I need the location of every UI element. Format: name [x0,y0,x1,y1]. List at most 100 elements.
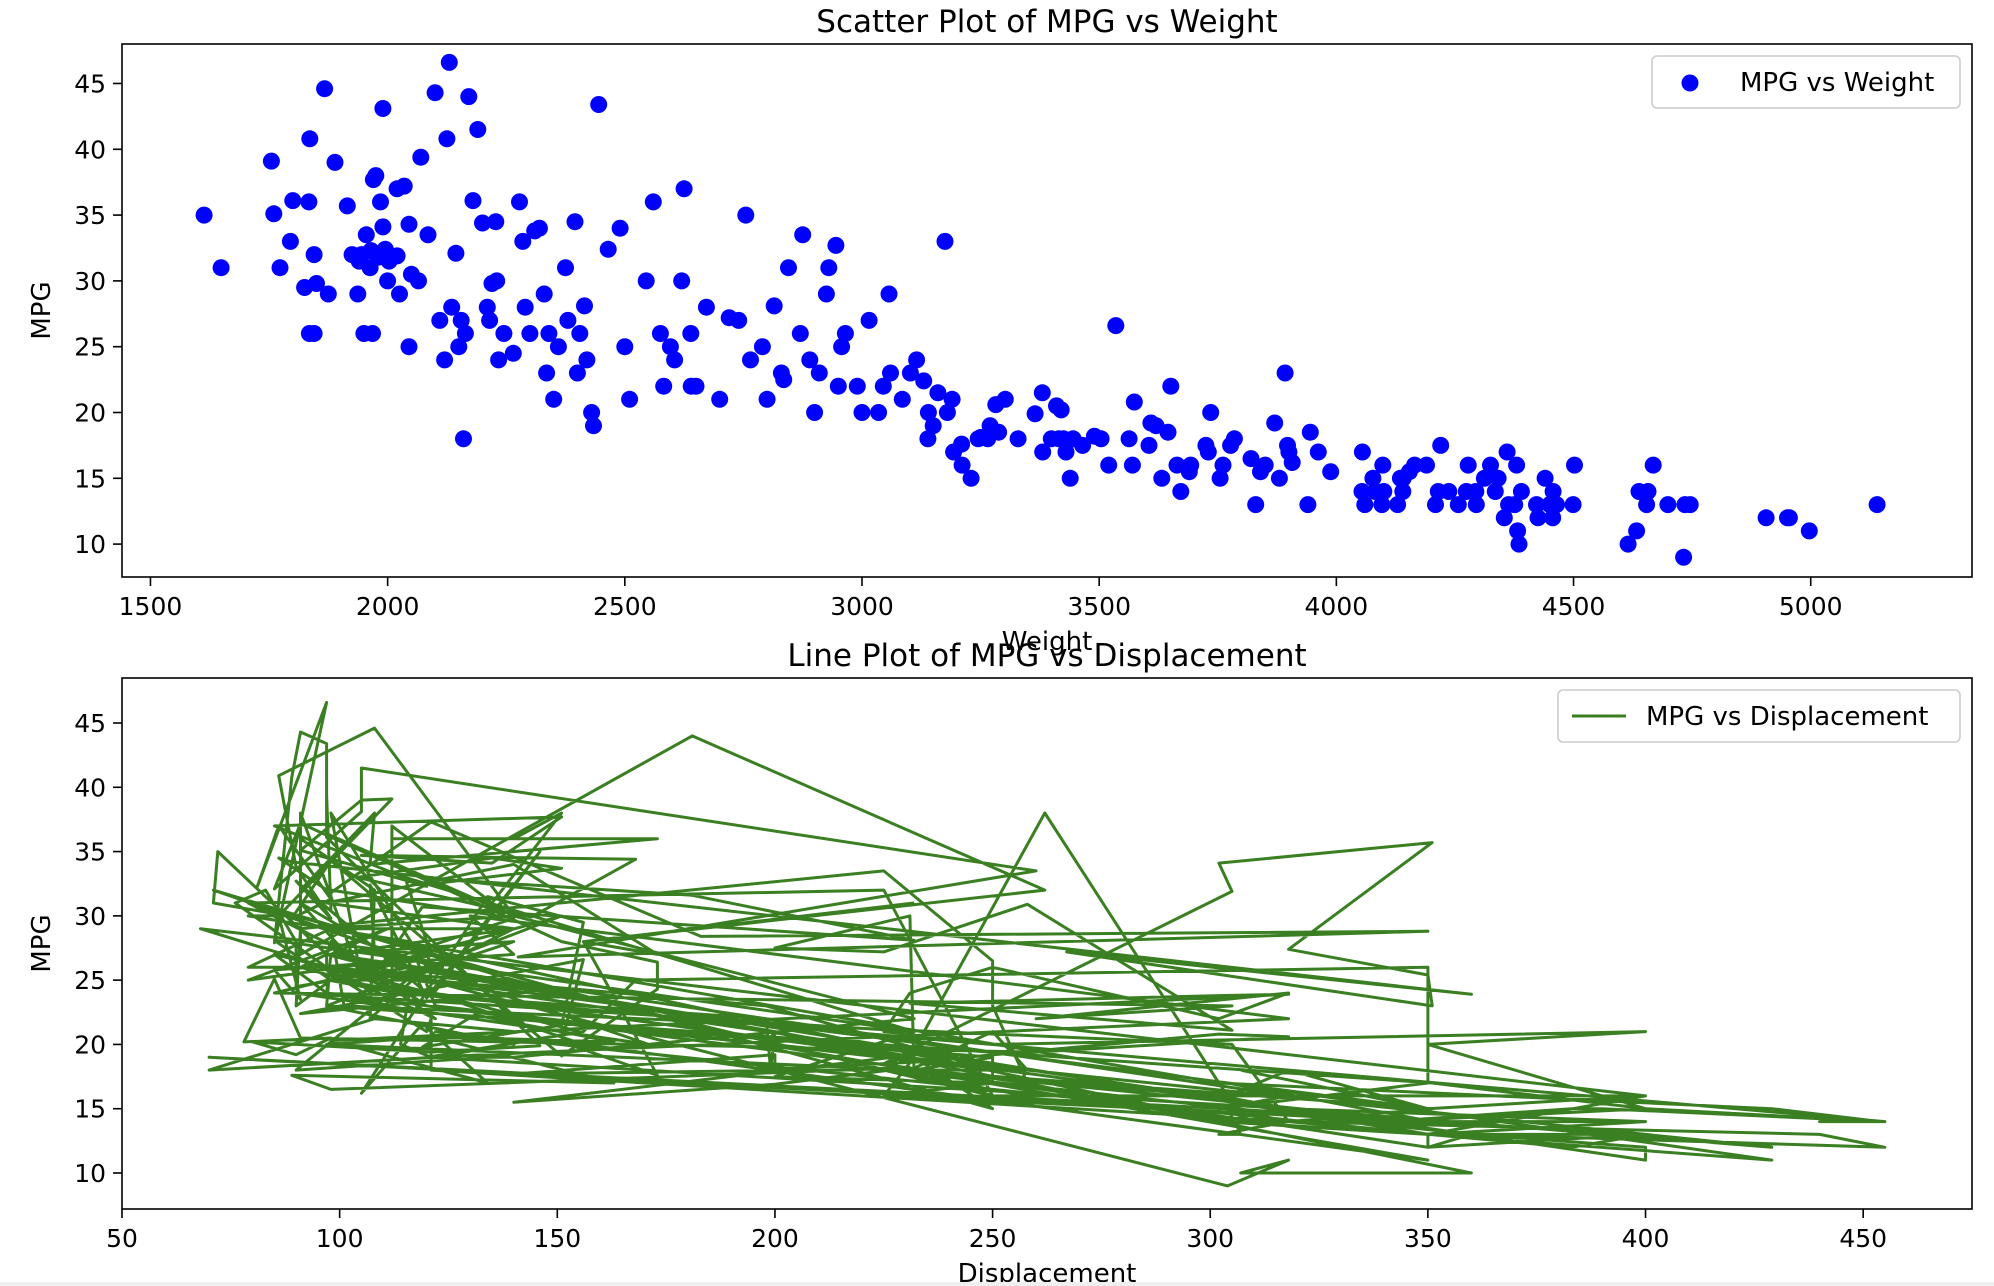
scatter-point [1123,456,1141,474]
y-tick-label: 35 [74,838,106,867]
scatter-point [576,297,593,315]
scatter-point [516,298,534,316]
scatter-point [794,226,812,244]
legend-label: MPG vs Weight [1740,68,1934,98]
scatter-point [474,214,491,232]
scatter-point [1153,469,1171,487]
scatter-point [810,364,828,382]
legend-marker [1681,74,1699,92]
scatter-point [379,272,397,290]
scatter-point [530,219,548,237]
scatter-point [585,417,602,435]
scatter-point [870,404,888,421]
scatter-point [829,377,847,395]
scatter-point [1489,469,1507,487]
scatter-point [455,430,472,448]
scatter-point [452,311,470,329]
scatter-point [1199,443,1217,461]
scatter-point [962,469,980,487]
legend-label: MPG vs Displacement [1646,702,1928,732]
x-tick-label: 450 [1839,1224,1887,1253]
scatter-point [195,206,213,224]
scatter-point [893,390,911,408]
scatter-point [801,351,819,369]
scatter-point [765,297,783,315]
scatter-point [538,364,556,382]
scatter-point [687,377,705,395]
scatter-point [1467,483,1485,500]
scatter-point [820,259,838,277]
scatter-point [1356,496,1374,514]
scatter-point [651,325,669,342]
scatter-point [730,311,748,329]
scatter-point [848,377,866,395]
scatter-point [578,351,596,369]
scatter-point [1364,469,1382,487]
scatter-point [1322,463,1340,481]
scatter-point [1214,456,1232,474]
scatter-point [936,232,954,250]
axes-frame [121,43,1973,578]
scatter-point [1800,522,1818,540]
y-tick-label: 30 [74,267,106,296]
scatter-point [1034,443,1052,461]
scatter-point [1564,496,1582,514]
y-axis-label: MPG [27,914,57,972]
scatter-point [1528,496,1545,514]
scatter-point [521,325,539,342]
scatter-point [791,325,809,342]
bottom-strip [0,1282,1994,1286]
scatter-point [1172,483,1190,500]
scatter-point [504,344,522,362]
x-tick-label: 50 [106,1224,138,1253]
scatter-point [953,435,971,453]
scatter-point [1247,496,1265,514]
scatter-point [388,247,406,265]
scatter-point [1475,469,1493,487]
scatter-point [1299,496,1317,514]
scatter-point [1052,401,1070,419]
scatter-point [349,285,367,303]
x-tick-label: 3500 [1067,592,1131,621]
scatter-point [391,285,408,303]
scatter-point [490,351,508,369]
scatter-point [262,152,280,170]
scatter-point [1033,384,1051,402]
scatter-point [919,430,937,448]
scatter-point [915,372,933,390]
y-tick-label: 10 [74,530,106,559]
scatter-point [1427,496,1444,514]
scatter-point [1026,405,1044,423]
scatter-point [395,177,413,195]
scatter-point [1162,377,1180,395]
scatter-point [469,121,487,138]
scatter-point [1256,456,1274,474]
y-tick-label: 15 [74,1095,106,1124]
scatter-point [1639,483,1657,500]
scatter-point [481,311,499,329]
scatter-point [1482,456,1499,474]
scatter-point [1432,436,1450,454]
scatter-point [1406,456,1424,474]
x-tick-label: 100 [316,1224,364,1253]
scatter-point [1301,423,1319,441]
scatter-point [682,325,700,342]
scatter-point [1486,483,1504,500]
x-tick-label: 3000 [830,592,894,621]
x-tick-label: 400 [1622,1224,1670,1253]
scatter-point [372,193,389,211]
scatter-point [559,311,577,329]
scatter-point [611,219,629,237]
scatter-point [675,180,693,198]
chart-title: Scatter Plot of MPG vs Weight [816,4,1277,40]
scatter-point [557,259,574,277]
scatter-point [364,325,381,342]
scatter-point [1276,364,1294,382]
axes-frame [121,677,1973,1210]
scatter-point [440,53,458,71]
scatter-point [943,390,961,408]
scatter-point [374,218,392,236]
x-tick-label: 350 [1404,1224,1452,1253]
legend: MPG vs Displacement [1557,689,1961,743]
x-axis-label: Weight [1002,627,1093,657]
